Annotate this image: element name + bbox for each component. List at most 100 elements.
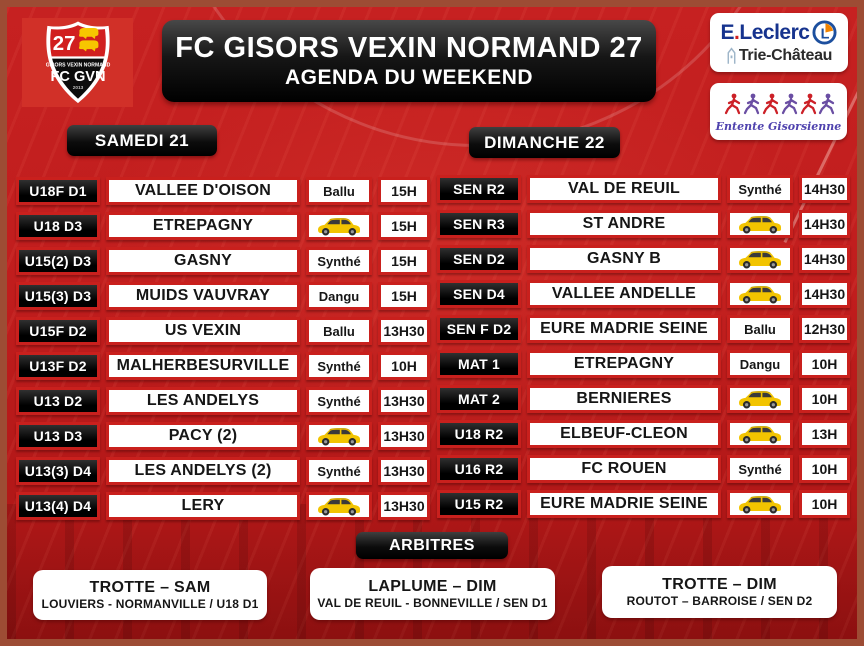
leclerc-brand-text: E.Leclerc (720, 20, 810, 44)
venue-cell: Synthé (306, 247, 372, 275)
time-cell: 13H (799, 420, 850, 448)
table-row: U13(3) D4 LES ANDELYS (2) Synthé 13H30 (16, 457, 430, 485)
time-cell: 13H30 (378, 387, 430, 415)
venue-cell (727, 210, 793, 238)
referee-card: LAPLUME – DIM VAL DE REUIL - BONNEVILLE … (310, 568, 555, 620)
category-cell: MAT 2 (437, 385, 521, 413)
car-icon (739, 250, 781, 268)
table-row: U13(4) D4 LERY 13H30 (16, 492, 430, 520)
referee-card: TROTTE – DIM ROUTOT – BARROISE / SEN D2 (602, 566, 837, 618)
car-icon (739, 390, 781, 408)
category-cell: SEN F D2 (437, 315, 521, 343)
time-cell: 10H (799, 350, 850, 378)
time-cell: 14H30 (799, 280, 850, 308)
team-cell: ST ANDRE (527, 210, 721, 238)
sponsor-leclerc: E.Leclerc L Trie-Château (710, 13, 848, 72)
team-cell: MALHERBESURVILLE (106, 352, 300, 380)
table-row: U18F D1 VALLEE D'OISON Ballu 15H (16, 177, 430, 205)
team-cell: VAL DE REUIL (527, 175, 721, 203)
venue-cell: Ballu (306, 317, 372, 345)
category-cell: U13F D2 (16, 352, 100, 380)
time-cell: 10H (799, 490, 850, 518)
leclerc-location-text: Trie-Château (738, 46, 833, 64)
team-cell: ETREPAGNY (527, 350, 721, 378)
category-cell: SEN R2 (437, 175, 521, 203)
venue-cell (727, 245, 793, 273)
club-badge: 27 GISORS VEXIN NORMAND FC GVN 2013 (22, 18, 133, 107)
page-subtitle: AGENDA DU WEEKEND (284, 65, 534, 89)
category-cell: SEN D4 (437, 280, 521, 308)
sunday-schedule-table: SEN R2 VAL DE REUIL Synthé 14H30 SEN R3 ST AN… (437, 175, 850, 525)
table-row: SEN D2 GASNY B 14H30 (437, 245, 850, 273)
table-row: U15(2) D3 GASNY Synthé 15H (16, 247, 430, 275)
venue-cell (727, 385, 793, 413)
referee-assignment: ROUTOT – BARROISE / SEN D2 (626, 594, 813, 608)
car-icon (739, 495, 781, 513)
category-cell: SEN R3 (437, 210, 521, 238)
time-cell: 10H (378, 352, 430, 380)
leclerc-l-icon: L (812, 20, 837, 45)
time-cell: 14H30 (799, 245, 850, 273)
table-row: SEN R3 ST ANDRE 14H30 (437, 210, 850, 238)
time-cell: 10H (799, 455, 850, 483)
page-title: FC GISORS VEXIN NORMAND 27 (175, 32, 643, 65)
category-cell: SEN D2 (437, 245, 521, 273)
venue-cell: Dangu (727, 350, 793, 378)
category-cell: U13(4) D4 (16, 492, 100, 520)
time-cell: 14H30 (799, 210, 850, 238)
table-row: U13 D2 LES ANDELYS Synthé 13H30 (16, 387, 430, 415)
car-icon (739, 425, 781, 443)
team-cell: VALLEE D'OISON (106, 177, 300, 205)
venue-cell (727, 490, 793, 518)
table-row: MAT 1 ETREPAGNY Dangu 10H (437, 350, 850, 378)
team-cell: MUIDS VAUVRAY (106, 282, 300, 310)
venue-cell: Synthé (727, 175, 793, 203)
venue-cell (727, 280, 793, 308)
venue-cell: Synthé (306, 352, 372, 380)
table-row: SEN F D2 EURE MADRIE SEINE Ballu 12H30 (437, 315, 850, 343)
time-cell: 15H (378, 282, 430, 310)
referee-name: TROTTE – SAM (89, 579, 211, 596)
table-row: U15F D2 US VEXIN Ballu 13H30 (16, 317, 430, 345)
car-icon (739, 215, 781, 233)
venue-cell (306, 422, 372, 450)
referee-name: TROTTE – DIM (662, 576, 777, 593)
venue-cell: Ballu (727, 315, 793, 343)
time-cell: 15H (378, 247, 430, 275)
car-icon (318, 217, 360, 235)
badge-number: 27 (52, 32, 75, 54)
team-cell: EURE MADRIE SEINE (527, 315, 721, 343)
team-cell: EURE MADRIE SEINE (527, 490, 721, 518)
time-cell: 14H30 (799, 175, 850, 203)
referee-assignment: VAL DE REUIL - BONNEVILLE / SEN D1 (317, 596, 548, 610)
runners-icon (724, 93, 834, 114)
category-cell: U15(3) D3 (16, 282, 100, 310)
table-row: U13F D2 MALHERBESURVILLE Synthé 10H (16, 352, 430, 380)
title-banner: FC GISORS VEXIN NORMAND 27 AGENDA DU WEE… (162, 20, 656, 102)
referee-name: LAPLUME – DIM (368, 578, 497, 595)
category-cell: U18 R2 (437, 420, 521, 448)
referee-card: TROTTE – SAM LOUVIERS - NORMANVILLE / U1… (33, 570, 267, 620)
team-cell: VALLEE ANDELLE (527, 280, 721, 308)
car-icon (318, 497, 360, 515)
table-row: U15(3) D3 MUIDS VAUVRAY Dangu 15H (16, 282, 430, 310)
club-crest-icon: 27 GISORS VEXIN NORMAND FC GVN 2013 (45, 20, 110, 103)
saturday-header: SAMEDI 21 (67, 125, 217, 156)
team-cell: GASNY B (527, 245, 721, 273)
team-cell: LES ANDELYS (2) (106, 457, 300, 485)
referees-header: ARBITRES (356, 532, 508, 559)
table-row: U15 R2 EURE MADRIE SEINE 10H (437, 490, 850, 518)
category-cell: U18F D1 (16, 177, 100, 205)
venue-cell (306, 492, 372, 520)
team-cell: FC ROUEN (527, 455, 721, 483)
referee-assignment: LOUVIERS - NORMANVILLE / U18 D1 (41, 597, 259, 611)
saturday-schedule-table: U18F D1 VALLEE D'OISON Ballu 15H U18 D3 ETREP… (16, 177, 430, 527)
category-cell: U13(3) D4 (16, 457, 100, 485)
team-cell: PACY (2) (106, 422, 300, 450)
table-row: MAT 2 BERNIERES 10H (437, 385, 850, 413)
venue-cell: Ballu (306, 177, 372, 205)
venue-cell: Synthé (306, 387, 372, 415)
car-icon (739, 285, 781, 303)
svg-text:L: L (821, 26, 830, 42)
team-cell: ELBEUF-CLEON (527, 420, 721, 448)
